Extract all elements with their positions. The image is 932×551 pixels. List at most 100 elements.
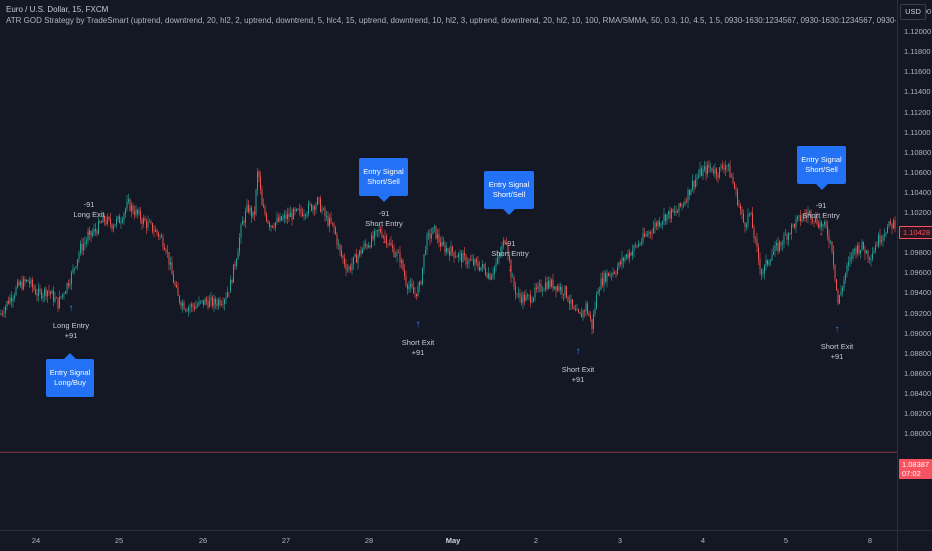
candle-body [405, 276, 407, 285]
candle-body [626, 254, 627, 258]
candle-body [435, 226, 437, 239]
candle-body [192, 304, 194, 307]
candle-body [695, 179, 696, 187]
candle-body [495, 263, 497, 267]
time-tick-label: 3 [617, 536, 623, 545]
line-price-badge: 1.08387 07:02 [899, 459, 932, 479]
candle-body [422, 267, 423, 284]
candle-body [404, 269, 405, 277]
candle-body [578, 309, 579, 313]
candle-body [93, 229, 95, 233]
candle-body [608, 272, 609, 276]
candle-body [765, 260, 767, 266]
candle-body [113, 226, 114, 229]
price-tick-label: 1.08800 [904, 348, 932, 358]
candle-body [155, 229, 156, 232]
candle-body [258, 171, 260, 177]
candle-body [693, 180, 695, 187]
candle-body [176, 285, 177, 288]
candle-body [144, 218, 146, 222]
candle-body [735, 188, 737, 191]
candle-body [56, 297, 57, 299]
symbol-title: Euro / U.S. Dollar, 15, FXCM [6, 5, 109, 14]
candle-body [326, 216, 327, 217]
candle-body [560, 286, 561, 291]
price-tick-label: 1.09000 [904, 328, 932, 338]
candle-body [809, 210, 810, 213]
candle-body [183, 302, 185, 310]
candle-body [434, 226, 435, 228]
candle-body [374, 231, 375, 240]
candle-body [47, 290, 48, 297]
candle-body [227, 292, 228, 298]
candle-body [675, 211, 677, 214]
candle-body [53, 290, 54, 302]
candle-body [768, 261, 770, 265]
price-tick-label: 1.10600 [904, 167, 932, 177]
candle-body [812, 219, 813, 221]
candle-body [386, 236, 387, 245]
candle-body [483, 264, 485, 269]
candle-body [795, 219, 797, 228]
candle-body [561, 286, 563, 294]
candle-body [717, 175, 719, 178]
candle-body [237, 251, 239, 260]
candle-body [114, 224, 116, 227]
candle-body [857, 245, 858, 254]
candle-body [392, 245, 393, 249]
candle-body [707, 164, 708, 175]
candle-body [146, 221, 147, 228]
candle-body [461, 253, 462, 263]
candle-body [567, 297, 569, 302]
candle-body [273, 227, 275, 228]
price-axis[interactable]: 1.122001.120001.118001.116001.114001.112… [897, 0, 932, 530]
time-tick-label: 26 [198, 536, 208, 545]
time-axis[interactable]: 24 25 26 27 28 May 2 3 4 5 8 [0, 530, 897, 551]
candle-body [200, 301, 201, 302]
candle-body [638, 243, 639, 247]
candlestick-chart[interactable] [0, 0, 897, 530]
candle-body [867, 250, 869, 258]
candle-body [164, 247, 165, 250]
time-tick-label: 24 [31, 536, 41, 545]
candle-body [330, 218, 332, 223]
candle-body [216, 303, 218, 306]
candle-body [509, 255, 510, 261]
candle-body [50, 291, 51, 294]
candle-body [632, 250, 633, 256]
current-price-badge: 1.10428 [899, 226, 932, 239]
candle-body [336, 233, 338, 245]
candle-body [381, 232, 383, 238]
candle-body [285, 215, 287, 220]
candle-body [225, 297, 227, 300]
candle-body [158, 232, 159, 237]
candle-body [191, 304, 192, 307]
candle-body [755, 238, 756, 239]
candle-body [698, 175, 699, 178]
candle-body [150, 221, 152, 223]
price-tick-label: 1.11200 [904, 107, 931, 117]
candle-body [240, 224, 242, 238]
candle-body [228, 292, 230, 294]
candle-body [539, 284, 540, 286]
candle-body [59, 296, 60, 309]
currency-button[interactable]: USD [900, 4, 926, 20]
candle-body [605, 273, 606, 282]
candle-body [24, 279, 26, 282]
candle-body [81, 243, 83, 251]
candle-body [116, 218, 117, 225]
candle-body [324, 208, 326, 217]
up-arrow-icon: ↑ [834, 324, 840, 335]
candle-body [6, 301, 8, 307]
strategy-legend[interactable]: ATR GOD Strategy by TradeSmart (uptrend,… [6, 16, 896, 25]
trade-label-short-exit: Short Exit +91 [401, 338, 435, 357]
candle-body [689, 189, 690, 195]
candle-body [449, 251, 450, 256]
price-tick-label: 1.11800 [904, 47, 931, 57]
candle-body [827, 226, 828, 236]
candle-body [497, 257, 498, 264]
time-tick-label: 28 [364, 536, 374, 545]
candle-body [485, 268, 486, 275]
candle-body [204, 299, 206, 305]
candle-body [549, 280, 551, 287]
